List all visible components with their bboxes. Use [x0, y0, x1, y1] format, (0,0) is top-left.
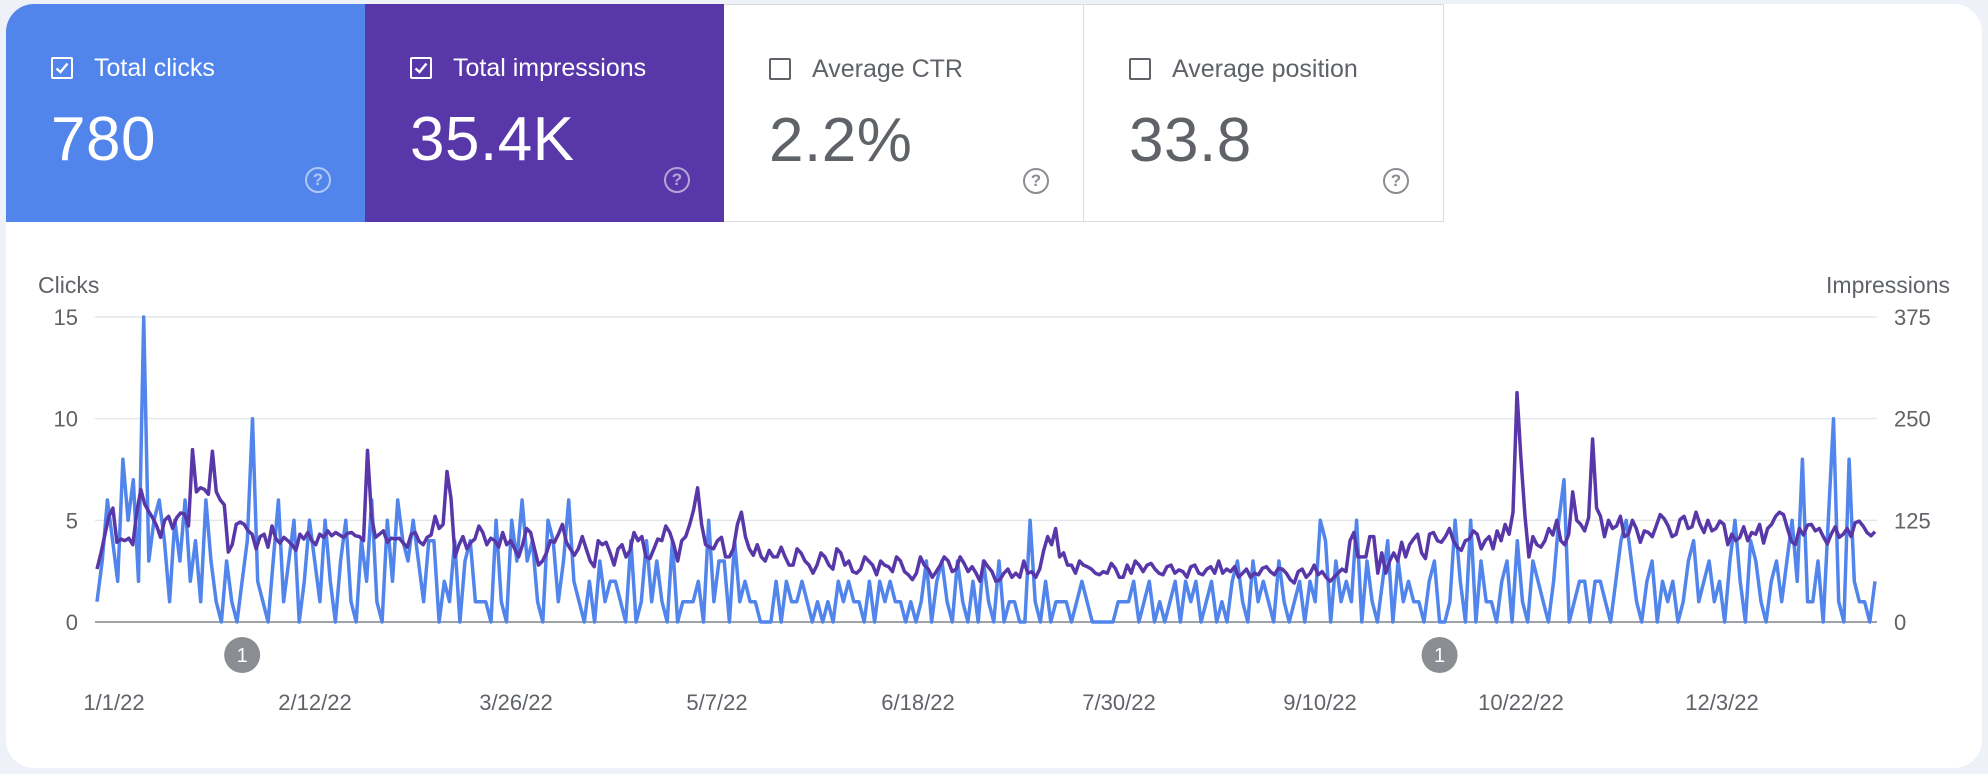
right-axis-tick: 375: [1894, 305, 1931, 330]
checkbox-checked-icon[interactable]: [410, 57, 432, 79]
tile-value: 780: [51, 105, 156, 174]
x-axis-tick: 12/3/22: [1685, 690, 1758, 715]
series-line-impressions: [95, 390, 1877, 585]
x-axis-tick: 10/22/22: [1478, 690, 1564, 715]
x-axis-tick: 5/7/22: [686, 690, 747, 715]
x-axis-tick: 6/18/22: [881, 690, 954, 715]
left-axis-tick: 5: [66, 508, 78, 533]
question-circle-icon[interactable]: ?: [1023, 168, 1049, 194]
tile-value: 33.8: [1129, 106, 1252, 175]
annotation-circle[interactable]: [1421, 637, 1458, 673]
tile-label: Total impressions: [453, 54, 647, 82]
tile-average-ctr[interactable]: Average CTR 2.2% ?: [724, 4, 1084, 222]
series-line-clicks: [95, 315, 1877, 624]
right-axis-tick: 0: [1894, 610, 1906, 635]
left-axis-title: Clicks: [38, 272, 100, 298]
tile-label: Total clicks: [94, 54, 215, 82]
tile-average-position[interactable]: Average position 33.8 ?: [1084, 4, 1444, 222]
checkbox-unchecked-icon[interactable]: [1129, 58, 1151, 80]
x-axis-tick: 3/26/22: [479, 690, 552, 715]
left-axis-tick: 15: [54, 305, 78, 330]
x-axis-tick: 1/1/22: [83, 690, 144, 715]
performance-chart: 0 5 10 15 0 125 250 375 1/1/22 2/12/22 3/26/22 5/7/…: [54, 305, 1931, 715]
tile-total-impressions[interactable]: Total impressions 35.4K ?: [365, 4, 724, 222]
tile-value: 35.4K: [410, 105, 575, 174]
right-axis-tick: 125: [1894, 508, 1931, 533]
tile-label: Average CTR: [812, 55, 963, 83]
annotation-marker: 1: [224, 637, 261, 673]
x-axis-tick: 7/30/22: [1082, 690, 1155, 715]
annotation-label: 1: [237, 645, 248, 667]
annotation-circle[interactable]: [224, 637, 261, 673]
performance-card: Total clicks 780 ? Total impressions 35.…: [6, 4, 1982, 768]
checkbox-checked-icon[interactable]: [51, 57, 73, 79]
metric-tiles: Total clicks 780 ? Total impressions 35.…: [6, 4, 1444, 222]
tile-label: Average position: [1172, 55, 1358, 83]
tile-total-clicks[interactable]: Total clicks 780 ?: [6, 4, 365, 222]
x-axis-tick: 9/10/22: [1283, 690, 1356, 715]
annotation-label: 1: [1434, 645, 1445, 667]
left-axis-tick: 0: [66, 610, 78, 635]
x-axis-tick: 2/12/22: [278, 690, 351, 715]
right-axis-title: Impressions: [1826, 272, 1950, 298]
question-circle-icon[interactable]: ?: [664, 167, 690, 193]
question-circle-icon[interactable]: ?: [1383, 168, 1409, 194]
checkbox-unchecked-icon[interactable]: [769, 58, 791, 80]
annotation-marker: 1: [1421, 637, 1458, 673]
question-circle-icon[interactable]: ?: [305, 167, 331, 193]
right-axis-tick: 250: [1894, 407, 1931, 432]
left-axis-tick: 10: [54, 407, 78, 432]
tile-value: 2.2%: [769, 106, 913, 175]
